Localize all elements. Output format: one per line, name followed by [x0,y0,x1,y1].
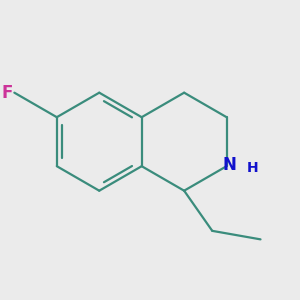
Text: H: H [247,161,258,175]
Text: F: F [1,84,13,102]
Text: N: N [223,156,237,174]
